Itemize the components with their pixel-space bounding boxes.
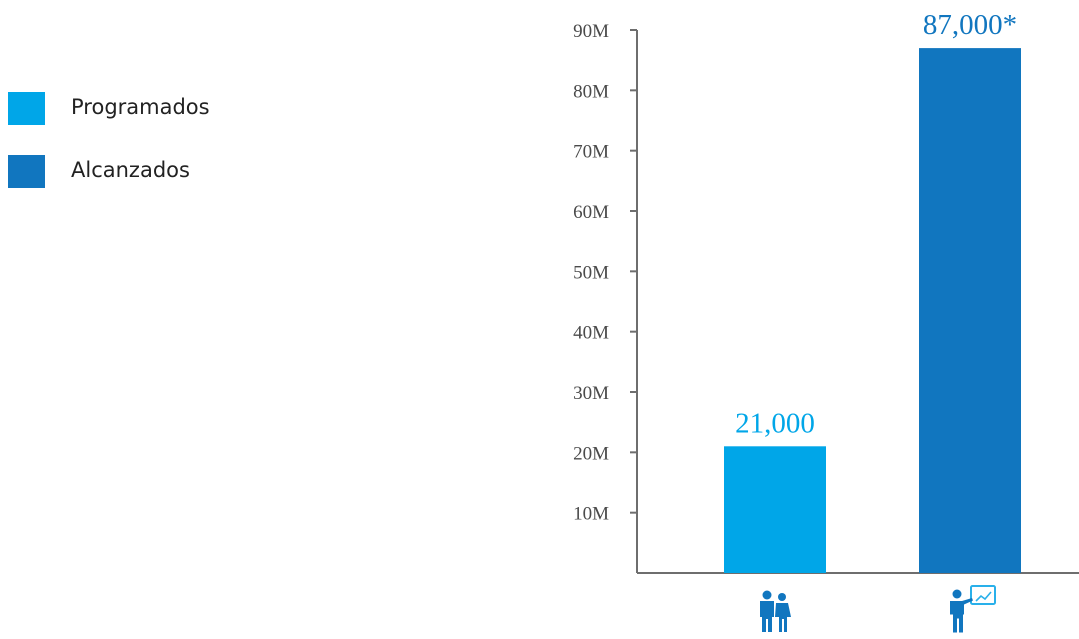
bar-programados: [724, 446, 826, 573]
people-icon: [760, 590, 791, 632]
legend-swatch-programados: [8, 92, 45, 125]
y-tick-label-30M: 30M: [573, 383, 609, 404]
legend-label-alcanzados: Alcanzados: [71, 158, 190, 182]
bar-alcanzados: [919, 48, 1021, 574]
y-tick-label-70M: 70M: [573, 142, 609, 163]
y-tick-label-10M: 10M: [573, 504, 609, 525]
value-label-alcanzados: 87,000*: [923, 9, 1017, 41]
y-tick-label-50M: 50M: [573, 262, 609, 283]
y-tick-label-80M: 80M: [573, 81, 609, 102]
teacher-whiteboard-icon: [950, 585, 996, 633]
value-label-programados: 21,000: [735, 407, 815, 439]
y-tick-label-90M: 90M: [573, 21, 609, 42]
y-tick-label-60M: 60M: [573, 202, 609, 223]
legend-swatch-alcanzados: [8, 155, 45, 188]
y-tick-label-40M: 40M: [573, 323, 609, 344]
y-tick-label-20M: 20M: [573, 443, 609, 464]
legend-label-programados: Programados: [71, 95, 210, 119]
